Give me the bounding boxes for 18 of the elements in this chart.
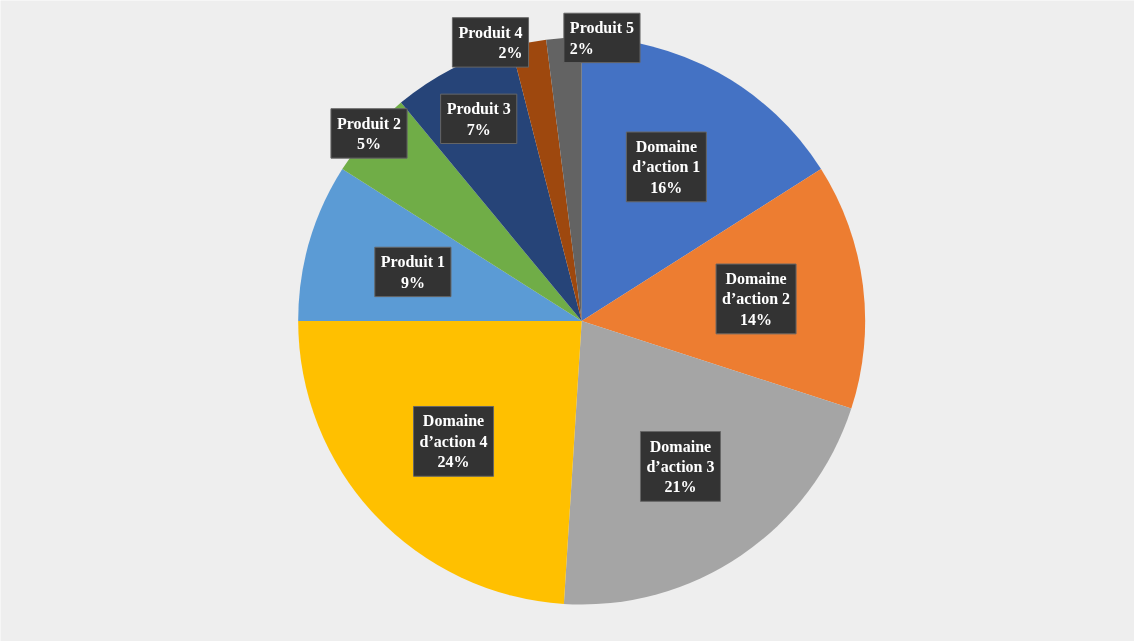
data-label: 5% — [357, 135, 382, 153]
slice-label: Produit 3 — [446, 100, 511, 118]
slice-label: Produit 4 — [458, 23, 523, 41]
slice-label: Produit 2 — [336, 114, 402, 132]
data-label: 9% — [400, 273, 425, 291]
slice-label: Domaine d’action 4 — [419, 412, 488, 450]
data-label: 16% — [650, 178, 683, 196]
data-label: 2% — [498, 44, 523, 62]
slice-label: Produit 1 — [380, 253, 445, 271]
slice-label: Domaine d’action 2 — [722, 270, 791, 308]
data-label: 14% — [740, 310, 773, 328]
data-label: 7% — [466, 120, 491, 138]
data-label: 2% — [569, 39, 594, 57]
data-label: 21% — [664, 478, 697, 496]
slice-label: Domaine d’action 3 — [646, 437, 715, 475]
data-label: 24% — [437, 453, 470, 471]
slice-label: Produit 5 — [569, 19, 635, 37]
slice-label: Domaine d’action 1 — [632, 138, 701, 176]
